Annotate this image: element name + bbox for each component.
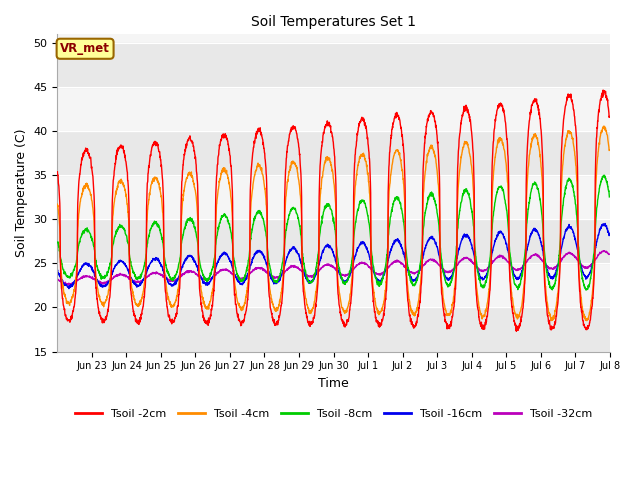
Bar — [58, 43, 610, 87]
Title: Soil Temperatures Set 1: Soil Temperatures Set 1 — [251, 15, 416, 29]
Bar — [58, 87, 610, 131]
Bar — [58, 308, 610, 351]
Bar — [58, 131, 610, 175]
Bar — [58, 264, 610, 308]
Y-axis label: Soil Temperature (C): Soil Temperature (C) — [15, 129, 28, 257]
Legend: Tsoil -2cm, Tsoil -4cm, Tsoil -8cm, Tsoil -16cm, Tsoil -32cm: Tsoil -2cm, Tsoil -4cm, Tsoil -8cm, Tsoi… — [70, 405, 597, 423]
Bar — [58, 219, 610, 264]
Bar — [58, 175, 610, 219]
Text: VR_met: VR_met — [60, 42, 110, 55]
X-axis label: Time: Time — [318, 377, 349, 390]
